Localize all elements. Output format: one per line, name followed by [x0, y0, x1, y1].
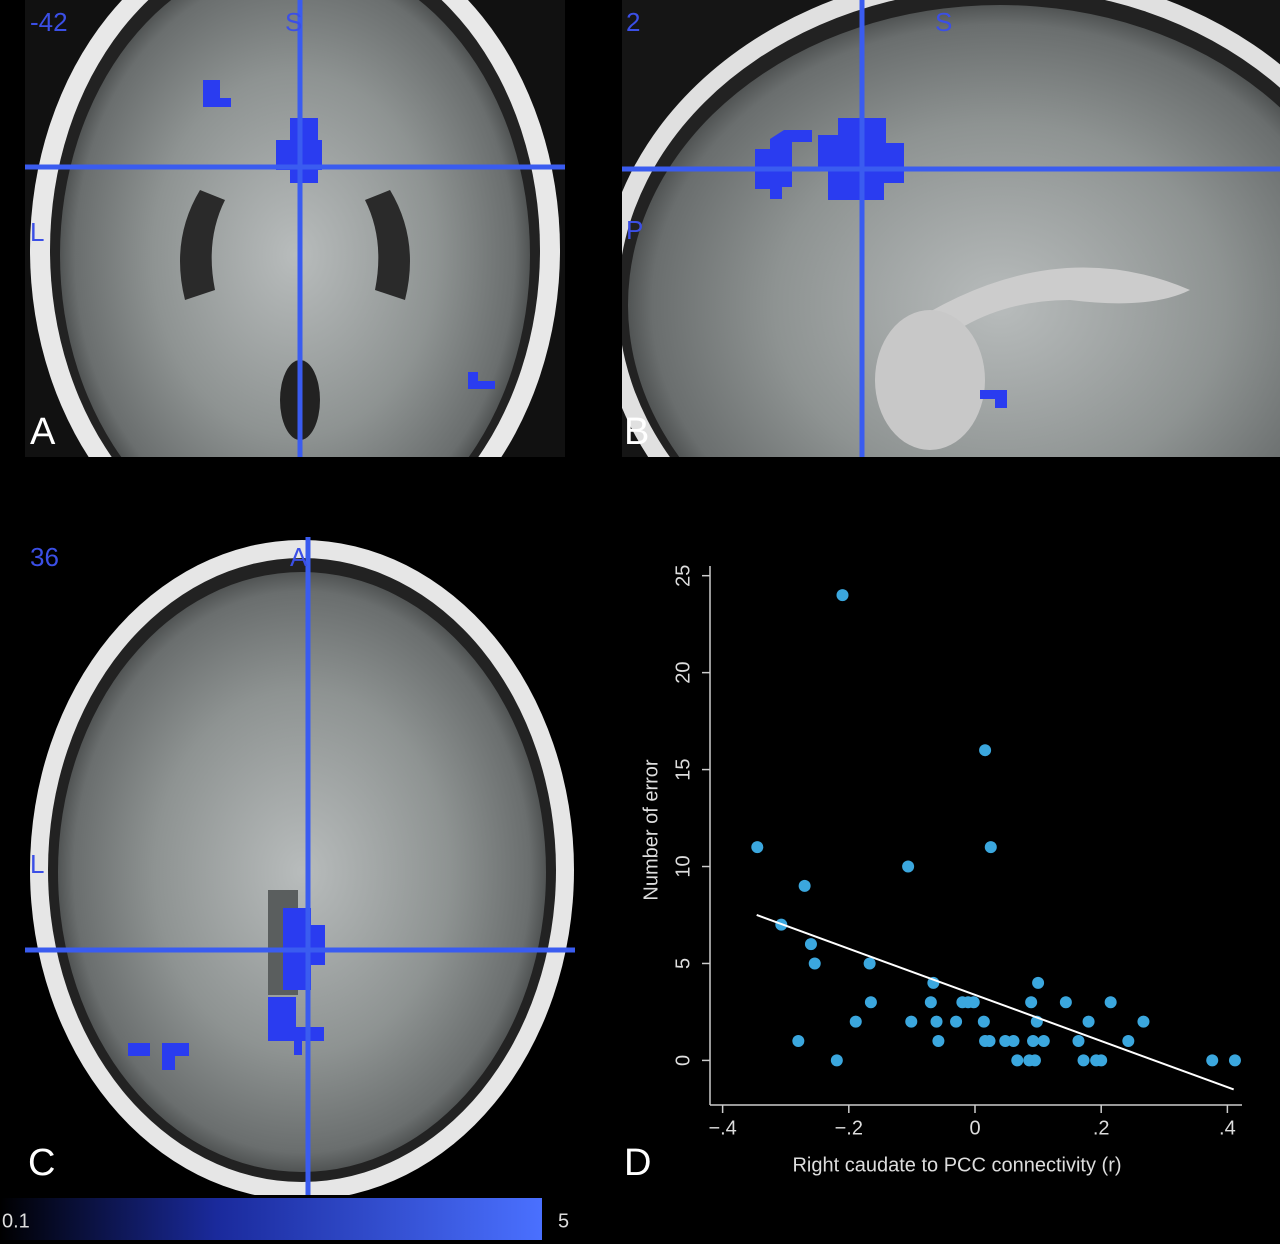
- scatter-point: [1027, 1035, 1040, 1048]
- orientation-label: S: [935, 7, 952, 37]
- scatter-point: [798, 879, 811, 892]
- scatter-point: [902, 860, 915, 873]
- slice-number: -42: [30, 7, 68, 37]
- scatter-point: [983, 1035, 996, 1048]
- scatter-point: [905, 1015, 918, 1028]
- y-tick-label: 20: [672, 662, 694, 684]
- scatter-point: [804, 938, 817, 951]
- x-axis-label: Right caudate to PCC connectivity (r): [792, 1154, 1121, 1176]
- scatter-point: [836, 589, 849, 602]
- panel-a: [25, 0, 565, 457]
- panel-c: [25, 537, 575, 1195]
- colorbar-max: 5: [558, 1210, 569, 1232]
- scatter-point: [830, 1054, 843, 1067]
- orientation-label: S: [285, 7, 302, 37]
- scatter-point: [984, 841, 997, 854]
- y-tick-label: 10: [672, 855, 694, 877]
- scatter-point: [808, 957, 821, 970]
- scatter-point: [1059, 996, 1072, 1009]
- scatter-point: [999, 1035, 1012, 1048]
- scatter-point: [863, 957, 876, 970]
- scatter-point: [979, 744, 992, 757]
- orientation-label: L: [30, 849, 44, 879]
- scatter-point: [1082, 1015, 1095, 1028]
- scatter-point: [1007, 1035, 1020, 1048]
- scatter-point: [930, 1015, 943, 1028]
- colorbar-min: 0.1: [2, 1210, 30, 1232]
- scatter-point: [849, 1015, 862, 1028]
- y-tick-label: 15: [672, 758, 694, 780]
- fit-line: [756, 914, 1235, 1091]
- slice-number: 2: [626, 7, 640, 37]
- scatter-point: [1011, 1054, 1024, 1067]
- x-tick-label: 0: [969, 1117, 980, 1139]
- scatter-point: [1025, 996, 1038, 1009]
- x-tick-label: −.4: [708, 1117, 736, 1139]
- panel-b: [622, 0, 1280, 457]
- x-tick-label: .2: [1093, 1117, 1110, 1139]
- orientation-label: A: [290, 542, 308, 572]
- scatter-point: [1072, 1035, 1085, 1048]
- scatter-point: [1032, 976, 1045, 989]
- scatter-point: [977, 1015, 990, 1028]
- y-tick-label: 5: [672, 958, 694, 969]
- slice-number: 36: [30, 542, 59, 572]
- scatter-point: [1206, 1054, 1219, 1067]
- y-tick-label: 0: [672, 1055, 694, 1066]
- panel-letter: A: [30, 411, 56, 453]
- scatter-point: [967, 996, 980, 1009]
- orientation-label: P: [626, 215, 643, 245]
- scatter-point: [1095, 1054, 1108, 1067]
- scatter-point: [1228, 1054, 1241, 1067]
- panel-letter: B: [624, 411, 649, 453]
- y-tick-label: 25: [672, 565, 694, 587]
- y-axis-label: Number of error: [640, 759, 662, 900]
- scatter-point: [932, 1035, 945, 1048]
- colorbar: [0, 1198, 542, 1240]
- scatter-point: [751, 841, 764, 854]
- x-tick-label: −.2: [835, 1117, 863, 1139]
- scatter-point: [1037, 1035, 1050, 1048]
- scatter-point: [1104, 996, 1117, 1009]
- scatter-point: [950, 1015, 963, 1028]
- scatter-point: [1077, 1054, 1090, 1067]
- scatter-point: [1137, 1015, 1150, 1028]
- x-tick-label: .4: [1219, 1117, 1236, 1139]
- scatter-point: [1122, 1035, 1135, 1048]
- scatter-point: [924, 996, 937, 1009]
- scatter-point: [792, 1035, 805, 1048]
- orientation-label: L: [30, 217, 44, 247]
- panel-letter: D: [624, 1142, 651, 1184]
- scatter-point: [1028, 1054, 1041, 1067]
- scatter-point: [864, 996, 877, 1009]
- panel-letter: C: [28, 1142, 55, 1184]
